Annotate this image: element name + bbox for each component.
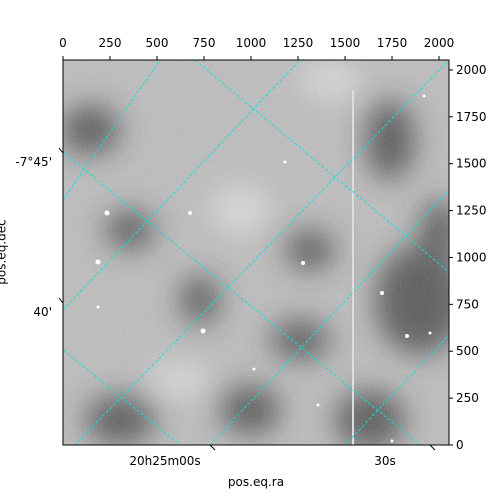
coordinate-grid — [63, 60, 449, 445]
dec-tick — [58, 297, 64, 304]
dec-tick — [58, 147, 64, 154]
x-tick-label: 250 — [99, 36, 122, 50]
y-tick-label: 750 — [456, 297, 479, 311]
y-tick-label: 1250 — [456, 204, 487, 218]
ra-tick — [429, 444, 436, 451]
dec-tick-label: -7°45' — [15, 155, 52, 169]
x-tick-label: 0 — [59, 36, 67, 50]
x-tick-label: 750 — [193, 36, 216, 50]
x-tick-label: 500 — [146, 36, 169, 50]
x-axis-label: pos.eq.ra — [228, 475, 284, 489]
y-tick-label: 1750 — [456, 110, 487, 124]
y-tick-label: 1000 — [456, 250, 487, 264]
x-tick-label: 1000 — [236, 36, 267, 50]
y-tick-label: 0 — [456, 438, 464, 452]
plot-frame — [62, 59, 450, 446]
sky-image — [63, 60, 449, 445]
x-tick-label: 2000 — [424, 36, 455, 50]
ra-tick-label: 20h25m00s — [129, 454, 200, 468]
y-tick-label: 1500 — [456, 157, 487, 171]
y-tick-label: 2000 — [456, 63, 487, 77]
dec-tick-label: 40' — [33, 305, 52, 319]
y-axis-label: pos.eq.dec — [0, 219, 9, 284]
y-tick-label: 250 — [456, 391, 479, 405]
ra-tick — [209, 444, 216, 451]
x-tick-label: 1500 — [330, 36, 361, 50]
x-tick-label: 1750 — [377, 36, 408, 50]
x-tick-label: 1250 — [283, 36, 314, 50]
ra-tick-label: 30s — [374, 454, 396, 468]
y-tick-label: 500 — [456, 344, 479, 358]
